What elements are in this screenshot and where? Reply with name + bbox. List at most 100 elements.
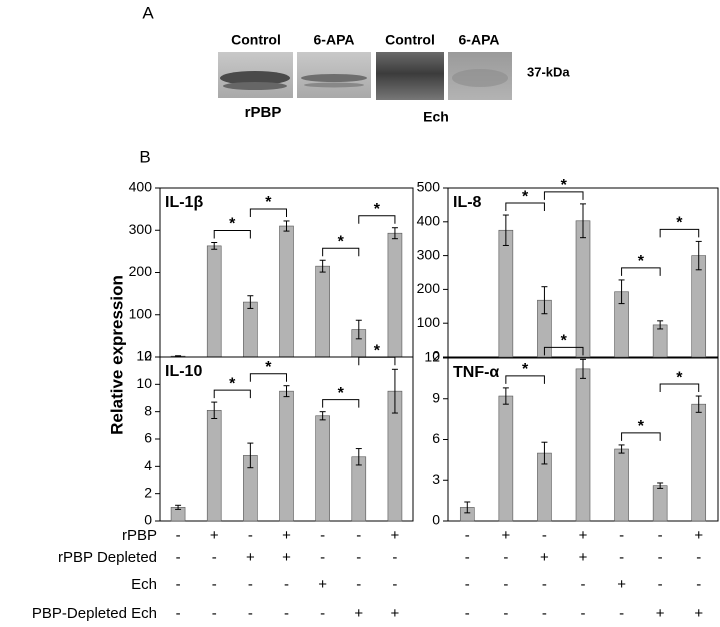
y-tick-label: 9 xyxy=(432,389,440,405)
condition-sign: + xyxy=(282,549,291,566)
significance-bracket xyxy=(659,228,700,238)
y-tick-label: 10 xyxy=(136,375,152,391)
y-tick-label: 2 xyxy=(144,484,152,500)
bar xyxy=(315,415,330,522)
error-bar xyxy=(283,220,290,232)
significance-bracket xyxy=(322,399,360,408)
y-tick-label: 500 xyxy=(417,179,441,195)
error-bar xyxy=(695,395,702,413)
error-bar xyxy=(319,259,326,273)
condition-label: Ech xyxy=(131,576,157,593)
bar xyxy=(498,395,514,522)
significance-label: * xyxy=(229,375,236,392)
bar xyxy=(387,232,403,358)
y-tick-label: 0 xyxy=(144,512,152,528)
panel-label: B xyxy=(139,147,150,166)
bar xyxy=(614,448,629,522)
condition-sign: - xyxy=(503,576,508,593)
condition-sign: + xyxy=(246,549,255,566)
condition-sign: + xyxy=(579,549,588,566)
condition-label: PBP-Depleted Ech xyxy=(32,605,157,622)
condition-sign: - xyxy=(465,605,470,622)
lane-label: Control xyxy=(231,32,281,48)
condition-sign: - xyxy=(503,605,508,622)
chart-title: IL-8 xyxy=(453,194,482,211)
y-tick-label: 6 xyxy=(144,430,152,446)
significance-label: * xyxy=(229,216,236,233)
condition-sign: - xyxy=(658,576,663,593)
significance-bracket xyxy=(621,432,661,441)
condition-sign: - xyxy=(320,527,325,544)
condition-sign: - xyxy=(465,576,470,593)
significance-bracket xyxy=(505,202,545,212)
error-bar xyxy=(502,214,509,246)
condition-sign: - xyxy=(356,527,361,544)
blot-images xyxy=(218,52,512,100)
lane-label: 6-APA xyxy=(459,32,500,48)
error-bar xyxy=(175,355,182,358)
condition-sign: - xyxy=(696,549,701,566)
error-bar xyxy=(247,442,254,469)
condition-sign: + xyxy=(210,527,219,544)
condition-sign: + xyxy=(354,605,363,622)
y-tick-label: 12 xyxy=(136,348,152,364)
condition-sign: - xyxy=(320,605,325,622)
condition-sign: - xyxy=(176,527,181,544)
chart-title: IL-10 xyxy=(165,363,202,380)
bar xyxy=(243,301,258,358)
error-bar xyxy=(657,320,664,330)
condition-sign: + xyxy=(282,527,291,544)
condition-sign: - xyxy=(465,549,470,566)
y-tick-label: 0 xyxy=(144,348,152,364)
significance-label: * xyxy=(676,369,683,386)
marker-label: 37-kDa xyxy=(527,64,570,79)
y-tick-label: 300 xyxy=(417,246,441,262)
significance-bracket xyxy=(505,375,545,384)
error-bar xyxy=(211,242,218,250)
y-tick-label: 0 xyxy=(432,348,440,364)
bar xyxy=(498,229,514,358)
y-tick-label: 6 xyxy=(432,430,440,446)
condition-sign: + xyxy=(656,605,665,622)
chart-title: TNF-α xyxy=(453,364,499,381)
condition-sign: - xyxy=(248,576,253,593)
significance-label: * xyxy=(374,201,381,218)
error-bar xyxy=(247,295,254,309)
condition-sign: - xyxy=(696,576,701,593)
error-bar xyxy=(695,240,702,271)
error-bar xyxy=(355,319,362,340)
significance-label: * xyxy=(561,177,568,194)
y-axis-title: Relative expression xyxy=(107,275,126,435)
y-tick-label: 200 xyxy=(417,280,441,296)
significance-label: * xyxy=(638,418,645,435)
condition-sign: - xyxy=(248,527,253,544)
significance-bracket xyxy=(358,356,396,366)
error-bar xyxy=(657,482,664,489)
y-tick-label: 100 xyxy=(417,314,441,330)
y-tick-label: 3 xyxy=(432,471,440,487)
condition-sign: + xyxy=(617,576,626,593)
condition-sign: - xyxy=(248,605,253,622)
y-tick-label: 200 xyxy=(129,263,153,279)
significance-bracket xyxy=(322,247,360,257)
error-bar xyxy=(618,444,625,454)
bar xyxy=(691,255,707,358)
condition-sign: + xyxy=(391,527,400,544)
bar xyxy=(351,456,367,522)
condition-sign: - xyxy=(392,549,397,566)
condition-sign: - xyxy=(356,576,361,593)
significance-label: * xyxy=(638,253,645,270)
y-tick-label: 300 xyxy=(129,221,153,237)
significance-label: * xyxy=(374,343,381,360)
significance-bracket xyxy=(543,191,584,200)
condition-sign: + xyxy=(540,549,549,566)
condition-sign: - xyxy=(356,549,361,566)
condition-sign: - xyxy=(542,576,547,593)
y-tick-label: 400 xyxy=(417,213,441,229)
y-tick-label: 400 xyxy=(129,179,153,195)
significance-label: * xyxy=(338,385,345,402)
significance-label: * xyxy=(561,333,568,350)
significance-label: * xyxy=(338,233,345,250)
y-tick-label: 12 xyxy=(424,349,440,365)
condition-sign: - xyxy=(658,527,663,544)
